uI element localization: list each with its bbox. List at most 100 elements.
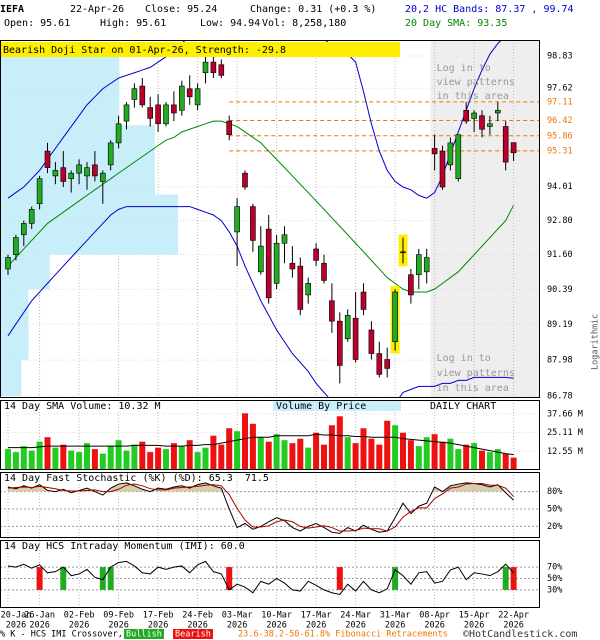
x-tick-year: 2026 [6, 621, 26, 631]
candle-body [502, 126, 509, 163]
volume-bar [344, 437, 351, 470]
x-tick-label: 10-Mar [261, 611, 292, 621]
candle-body [494, 109, 501, 114]
panel-label: DAILY CHART [430, 401, 496, 412]
candle-body [471, 112, 477, 119]
candle-body [194, 88, 201, 106]
volume-by-price-bar [0, 56, 120, 126]
crossover-legend: % K - HCS IMI Crossover, [0, 630, 123, 640]
volume-bar [249, 423, 256, 470]
volume-by-price-title: Volume By Price [276, 401, 366, 412]
candle-body [76, 164, 82, 174]
candle-body [44, 150, 51, 168]
volume-by-price-bar [0, 289, 29, 361]
x-tick-year: 2026 [69, 621, 89, 631]
candle-body [139, 85, 146, 106]
candle-body [368, 329, 375, 354]
x-tick-label: 24-Mar [340, 611, 371, 621]
volume-bar [289, 443, 296, 470]
change: Change: 0.31 (+0.3 %) [250, 4, 376, 15]
volume-bar [218, 444, 225, 470]
y-tick-label: 50% [547, 574, 562, 584]
x-tick-year: 2026 [148, 621, 168, 631]
bullish-legend: Bullish [126, 630, 162, 640]
pattern-notice: Log in to [437, 353, 491, 364]
x-tick-label: 15-Apr [459, 611, 490, 621]
panel-border [0, 472, 540, 538]
x-tick-year: 2026 [227, 621, 247, 631]
pattern-notice: in this area [437, 383, 509, 394]
volume-bar [400, 432, 406, 470]
volume-bar [431, 434, 438, 470]
x-tick-year: 2026 [424, 621, 444, 631]
volume-bar [447, 438, 454, 470]
y-tick-label: 94.01 [547, 182, 573, 192]
volume-bar [423, 437, 430, 470]
sma: 20 Day SMA: 93.35 [405, 18, 507, 29]
volume-bar [510, 457, 517, 470]
bearish-crossover [226, 567, 233, 590]
fibonacci-label: 96.42 [547, 116, 573, 126]
candle-body [423, 257, 430, 273]
x-tick-year: 2026 [29, 621, 49, 631]
overlay-line [7, 206, 514, 398]
volume-bar [305, 447, 312, 470]
x-tick-label: 20-Jan [1, 611, 32, 621]
candle-body [36, 178, 43, 205]
volume-bar [502, 453, 509, 470]
bearish-legend: Bearish [175, 630, 211, 640]
candle-body [171, 104, 177, 114]
candle-body [155, 104, 161, 125]
x-tick-year: 2026 [187, 621, 207, 631]
candle-body [257, 245, 264, 273]
volume-bar [91, 449, 98, 470]
candle-body [273, 242, 280, 284]
bearish-swatch [173, 629, 213, 639]
candle-body [447, 142, 454, 166]
bearish-crossover [336, 567, 343, 590]
candle-body [297, 265, 304, 310]
candle-body [5, 257, 11, 270]
pattern-notice: Log in to [437, 63, 491, 74]
volume-bar [415, 446, 422, 470]
panel-border [0, 400, 540, 470]
x-tick-label: 24-Feb [182, 611, 213, 621]
candle-body [226, 120, 232, 135]
volume-bar [352, 443, 359, 470]
candle-body [392, 291, 398, 343]
volume-bar [139, 441, 146, 470]
x-tick-year: 2026 [464, 621, 484, 631]
y-tick-label: 87.98 [547, 356, 573, 366]
volume-bar [20, 446, 27, 470]
candle-body [384, 359, 391, 369]
candle-body [313, 248, 319, 261]
candle-body [123, 104, 130, 122]
candle-body [100, 172, 106, 182]
symbol: IEFA [0, 4, 24, 15]
candle-body [305, 283, 312, 296]
volume-bar [281, 440, 288, 470]
volume-bar [384, 420, 391, 470]
candle-body [415, 254, 422, 276]
volume-bar [328, 425, 335, 470]
y-tick-label: 90.39 [547, 285, 573, 295]
volume: Vol: 8,258,180 [262, 18, 346, 29]
y-tick-label: 50% [547, 505, 562, 515]
candle-body [376, 353, 383, 375]
bullish-crossover [99, 567, 106, 590]
candle-body [265, 228, 272, 299]
x-tick-year: 2026 [266, 621, 286, 631]
volume-bar [44, 437, 51, 470]
bearish-crossover [36, 567, 43, 590]
volume-bar [147, 452, 154, 470]
indicator-line [7, 482, 514, 532]
candle-body [210, 61, 217, 74]
x-tick-label: 03-Mar [222, 611, 253, 621]
volume-bar [123, 450, 130, 470]
candle-body [321, 262, 327, 281]
volume-bar [12, 452, 19, 470]
volume-bar [273, 434, 280, 470]
indicator-line [7, 560, 514, 596]
candle-body [360, 291, 367, 310]
